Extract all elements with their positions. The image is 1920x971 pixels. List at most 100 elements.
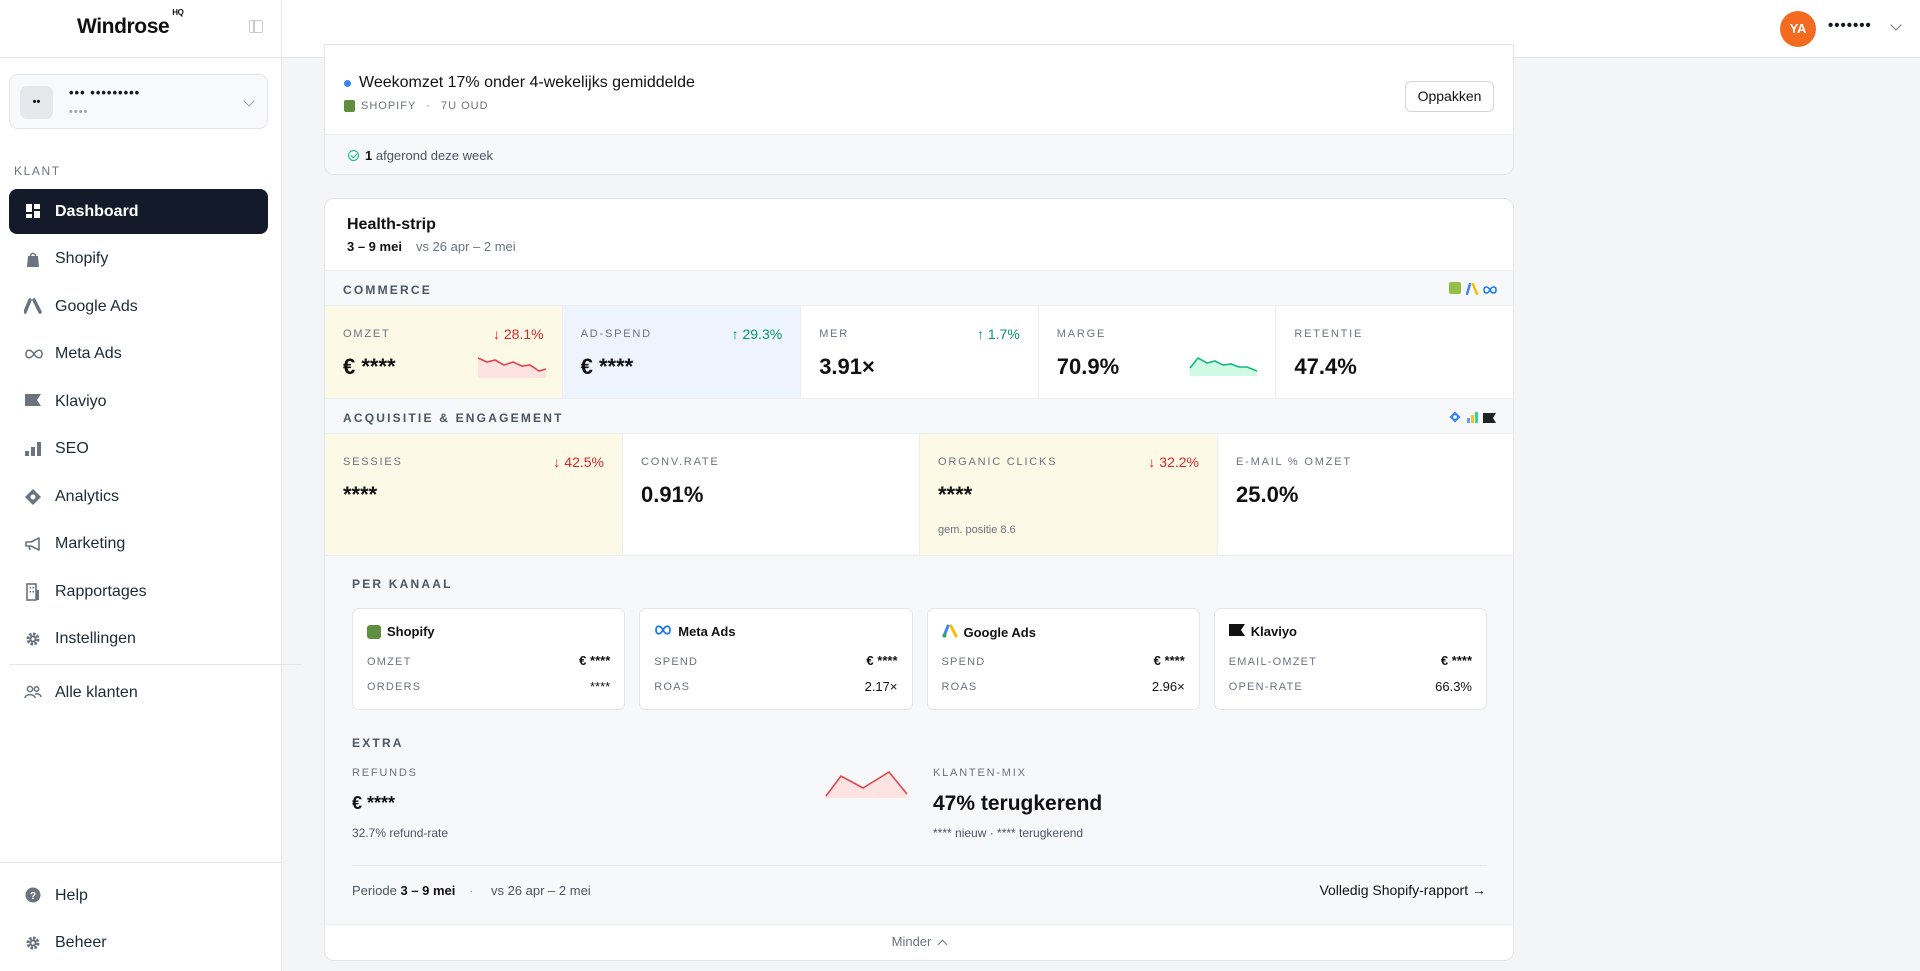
kpi-email-omzet[interactable]: E-MAIL % OMZET 25.0% [1218,434,1513,555]
sidebar-item-label: Rapportages [55,582,147,600]
section-title: Health-strip [347,216,436,233]
sidebar-toggle-icon[interactable] [249,20,263,33]
sidebar-item-shopify[interactable]: Shopify [9,237,268,282]
divider [352,865,1487,866]
completed-count-text: 1 afgerond deze week [365,148,493,163]
kpi-mer[interactable]: MER ↑ 1.7% 3.91× [801,306,1039,398]
sidebar-item-beheer[interactable]: Beheer [9,921,268,966]
user-name[interactable]: ••••••• [1828,17,1872,34]
completed-count: 1 [365,148,373,163]
kpi-value: € **** [343,354,396,379]
shopify-icon [1449,282,1461,294]
kpi-label: ORGANIC CLICKS [938,456,1058,468]
channel-metric-label: ORDERS [367,681,422,693]
compare-period: vs 26 apr – 2 mei [490,883,591,898]
channel-card-shopify[interactable]: Shopify OMZET € **** ORDERS **** [352,608,626,710]
sidebar-item-alle-klanten[interactable]: Alle klanten [9,670,268,715]
customer-mix-label: KLANTEN-MIX [933,767,1027,779]
channel-name: Shopify [367,624,435,639]
kpi-label: MER [819,328,850,340]
brand-suffix: HQ [172,8,184,17]
channel-card-meta-ads[interactable]: Meta Ads SPEND € **** ROAS 2.17× [639,608,913,710]
band-label: COMMERCE [343,283,432,297]
gear-icon [24,935,42,953]
analytics-icon [1449,410,1461,423]
period-value: 3 – 9 mei [347,239,402,254]
collapse-label: Minder [891,934,932,949]
kpi-label: E-MAIL % OMZET [1236,456,1352,468]
channel-card-klaviyo[interactable]: Klaviyo EMAIL-OMZET € **** OPEN-RATE 66.… [1213,608,1487,710]
sidebar-item-label: Help [55,886,88,904]
kpi-ad-spend[interactable]: AD-SPEND ↑ 29.3% € **** [562,306,802,398]
seo-icon [1466,410,1478,423]
shopify-icon [344,100,355,112]
chevron-down-icon [243,95,255,107]
sidebar-item-marketing[interactable]: Marketing [9,522,268,567]
kpi-omzet[interactable]: OMZET ↓ 28.1% € **** [325,306,563,398]
sidebar-item-dashboard[interactable]: Dashboard [9,189,268,234]
channel-name: Klaviyo [1228,624,1297,639]
period-value: 3 – 9 mei [400,883,456,898]
avatar[interactable]: YA [1780,11,1816,47]
kpi-label: CONV.RATE [641,456,720,468]
refunds-rate: 32.7% refund-rate [352,826,449,840]
channel-title: Google Ads [963,625,1036,640]
kpi-label: OMZET [343,328,391,340]
full-report-link[interactable]: Volledig Shopify-rapport → [1319,882,1486,898]
sidebar-nav: Dashboard Shopify Google Ads Meta Ads Kl… [9,189,302,718]
kpi-marge[interactable]: MARGE 70.9% [1039,306,1277,398]
channel-metric-label: EMAIL-OMZET [1228,656,1318,668]
logo[interactable]: WindroseHQ [77,8,184,39]
kpi-value: **** [938,482,973,507]
channel-metric-value: € **** [579,653,611,668]
sidebar-item-label: Klaviyo [55,392,107,410]
pickup-button[interactable]: Oppakken [1405,81,1494,112]
collapse-toggle[interactable]: Minder [325,924,1513,960]
sidebar-item-instellingen[interactable]: Instellingen [9,617,268,662]
grid-icon [24,203,42,221]
klaviyo-icon [1228,624,1245,639]
channel-metric-label: ROAS [941,681,978,693]
kpi-delta: ↑ 29.3% [731,326,783,342]
sidebar-item-rapportages[interactable]: Rapportages [9,569,268,614]
alert-card: Weekomzet 17% onder 4-wekelijks gemiddel… [324,44,1514,175]
channel-cards: Shopify OMZET € **** ORDERS **** Meta Ad… [352,608,1487,710]
channel-metric-value: 66.3% [1435,679,1472,694]
kpi-value: 0.91% [641,482,704,507]
footer-period: Periode 3 – 9 mei · vs 26 apr – 2 mei [352,883,591,898]
acquisition-band: ACQUISITIE & ENGAGEMENT [325,398,1513,434]
sidebar-item-label: Meta Ads [55,345,122,362]
kpi-delta: ↓ 32.2% [1148,454,1199,470]
channel-title: Shopify [387,624,435,639]
kpi-organic-clicks[interactable]: ORGANIC CLICKS ↓ 32.2% **** gem. positie… [920,434,1218,555]
source-icons [1449,282,1497,296]
alert-age: 7U OUD [440,100,489,112]
period-separator: · [469,883,474,898]
channel-metric-value: € **** [1153,653,1185,668]
kpi-retentie[interactable]: RETENTIE 47.4% [1276,306,1513,398]
kpi-label: RETENTIE [1294,328,1364,340]
sidebar-item-analytics[interactable]: Analytics [9,474,268,519]
sidebar-item-meta-ads[interactable]: Meta Ads [9,332,268,377]
sparkline [477,357,547,378]
sidebar-bottom-nav: ? Help Beheer [9,873,268,968]
kpi-value: **** [343,482,378,507]
sidebar-item-google-ads[interactable]: Google Ads [9,284,268,329]
kpi-conv-rate[interactable]: CONV.RATE 0.91% [623,434,920,555]
google-ads-icon [1465,282,1479,296]
google-ads-icon [23,298,42,316]
sidebar-item-help[interactable]: ? Help [9,873,268,918]
megaphone-icon [24,536,42,554]
sidebar-item-klaviyo[interactable]: Klaviyo [9,379,268,424]
sidebar-item-seo[interactable]: SEO [9,427,268,472]
channel-card-google-ads[interactable]: Google Ads SPEND € **** ROAS 2.96× [926,608,1200,710]
infinity-icon [24,346,43,364]
customer-mix-breakdown: **** nieuw · **** terugkerend [933,826,1084,840]
kpi-value: 47.4% [1294,354,1357,379]
kpi-sessies[interactable]: SESSIES ↓ 42.5% **** [325,434,623,555]
kpi-sub: gem. positie 8.6 [938,524,1016,536]
client-switcher[interactable]: •• ••• ••••••••• •••• [9,74,268,129]
google-ads-icon [942,624,958,641]
kpi-value: 25.0% [1236,482,1299,507]
kpi-label: SESSIES [343,456,403,468]
